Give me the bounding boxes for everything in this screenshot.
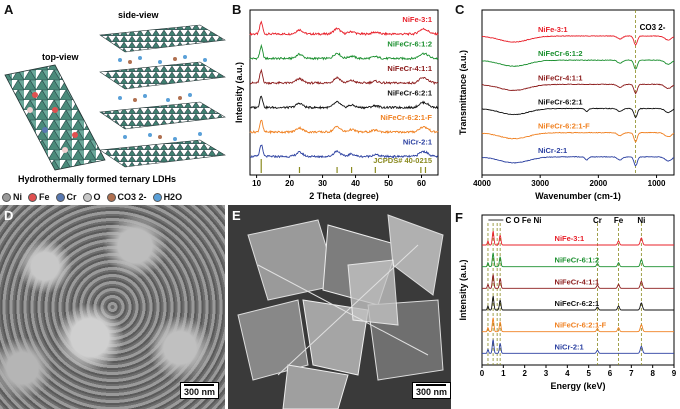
eds-frame — [481, 214, 675, 366]
xrd-xtick-label-3: 40 — [351, 179, 360, 188]
xrd-series-3 — [249, 95, 439, 110]
legend-cr: Cr — [55, 192, 77, 202]
sem-image-e — [228, 205, 451, 409]
side-view-label: side-view — [118, 10, 160, 20]
xrd-chart: NiFe-3:1 NiFeCr-6:1:2 NiFeCr-4:1:1 NiFeCr-6… — [234, 9, 439, 201]
legend-o: O — [82, 192, 101, 202]
eds-series-label-1: NiFeCr-6:1:2 — [555, 256, 600, 265]
eds-xtick-label-6: 6 — [608, 369, 613, 378]
xrd-xtick-label-5: 60 — [417, 179, 426, 188]
xrd-series-2 — [250, 68, 438, 86]
ftir-co3-annotation: CO3 2- — [640, 23, 666, 32]
eds-xtick-label-0: 0 — [480, 369, 485, 378]
ftir-xtick-label-2: 2000 — [589, 179, 607, 188]
xrd-series-label-0: NiFe-3:1 — [402, 15, 432, 24]
eds-element-label-0: Cr — [593, 216, 602, 225]
interlayer-molecules — [118, 55, 207, 141]
panel-label-d: D — [4, 208, 14, 223]
eds-series-3 — [482, 295, 674, 311]
legend-ni: Ni — [2, 192, 22, 202]
ftir-xtick-label-1: 3000 — [531, 179, 549, 188]
ftir-xtick-label-0: 4000 — [473, 179, 491, 188]
ftir-frame — [481, 9, 675, 176]
eds-series-5 — [482, 339, 674, 354]
panel-a-caption: Hydrothermally formed ternary LDHs — [18, 174, 176, 184]
eds-chart: C O Fe Ni Cr Fe Ni NiFe-3:1 NiFeCr-6:1:2 NiFeC… — [458, 214, 677, 391]
ftir-chart: CO3 2- NiFe-3:1 NiFeCr-6:1:2 NiFeCr-4:1:1 Ni… — [458, 9, 675, 201]
eds-xtick-label-2: 2 — [522, 369, 527, 378]
eds-xtick-label-7: 7 — [629, 369, 634, 378]
panel-a-structure: top-view side-view Hydrothermally formed… — [4, 10, 226, 184]
top-view-atoms — [27, 92, 78, 153]
eds-xtick-label-1: 1 — [501, 369, 506, 378]
xrd-ylabel: Intensity (a.u.) — [234, 62, 244, 123]
panel-label-c: C — [455, 2, 465, 17]
eds-series-1 — [482, 252, 674, 268]
eds-element-label-2: Ni — [637, 216, 645, 225]
xrd-reference-label: JCPDS# 40-0215 — [373, 156, 432, 165]
eds-series-label-4: NiFeCr-6:2:1-F — [555, 321, 607, 330]
eds-xtick-label-8: 8 — [650, 369, 655, 378]
eds-series-4 — [482, 317, 674, 333]
xrd-series-1 — [249, 43, 439, 61]
legend-co3: CO3 2- — [106, 192, 147, 202]
ftir-series-label-5: NiCr-2:1 — [538, 146, 567, 155]
panel-label-f: F — [455, 210, 463, 225]
xrd-xtick-label-0: 10 — [252, 179, 261, 188]
xrd-xtick-label-2: 30 — [318, 179, 327, 188]
xrd-xlabel: 2 Theta (degree) — [309, 191, 379, 201]
eds-series-label-2: NiFeCr-4:1:1 — [555, 277, 600, 286]
xrd-xtick-label-4: 50 — [384, 179, 393, 188]
top-view-label: top-view — [42, 52, 80, 62]
eds-element-label-1: Fe — [614, 216, 624, 225]
xrd-series-label-4: NiFeCr-6:2:1-F — [380, 113, 432, 122]
xrd-frame — [249, 9, 439, 176]
xrd-series-0 — [249, 20, 439, 37]
eds-series-label-5: NiCr-2:1 — [555, 342, 584, 351]
eds-series-2 — [482, 274, 674, 289]
ftir-series-label-2: NiFeCr-4:1:1 — [538, 73, 583, 82]
side-view-layers — [99, 24, 226, 168]
panel-label-e: E — [232, 208, 241, 223]
panel-label-b: B — [232, 2, 242, 17]
ftir-ylabel: Transmittance (a.u.) — [458, 50, 468, 135]
sem-image-d — [0, 205, 225, 409]
eds-series-label-3: NiFeCr-6:2:1 — [555, 299, 600, 308]
legend-h2o: H2O — [152, 192, 182, 202]
eds-low-energy-labels: C O Fe Ni — [505, 216, 541, 225]
xrd-series-5 — [249, 144, 439, 159]
eds-series-0 — [482, 230, 674, 246]
xrd-xtick-label-1: 20 — [285, 179, 294, 188]
panel-label-a: A — [4, 2, 14, 17]
ftir-series-4 — [481, 131, 675, 143]
eds-ylabel: Intensity (a.u.) — [458, 259, 468, 320]
xrd-series-label-1: NiFeCr-6:1:2 — [387, 40, 432, 49]
xrd-series-label-2: NiFeCr-4:1:1 — [387, 64, 432, 73]
scale-bar-e: 300 nm — [412, 382, 452, 399]
ftir-series-label-4: NiFeCr-6:2:1-F — [538, 122, 590, 131]
eds-xtick-label-3: 3 — [544, 369, 549, 378]
xrd-series-4 — [249, 119, 439, 135]
eds-xtick-label-5: 5 — [586, 369, 591, 378]
ftir-series-label-1: NiFeCr-6:1:2 — [538, 49, 583, 58]
scale-bar-d: 300 nm — [180, 382, 220, 399]
atom-legend: Ni Fe Cr O CO3 2- H2O — [2, 192, 228, 202]
eds-xtick-label-9: 9 — [672, 369, 677, 378]
ftir-series-5 — [481, 156, 675, 167]
ftir-series-label-0: NiFe-3:1 — [538, 25, 568, 34]
eds-xlabel: Energy (keV) — [550, 381, 605, 391]
ftir-series-3 — [481, 107, 675, 119]
ftir-series-1 — [481, 59, 675, 70]
ftir-series-label-3: NiFeCr-6:2:1 — [538, 98, 583, 107]
eds-xtick-label-4: 4 — [565, 369, 570, 378]
top-view-lattice — [4, 64, 106, 171]
ftir-xtick-label-3: 1000 — [648, 179, 666, 188]
ftir-series-0 — [481, 35, 675, 46]
xrd-series-label-3: NiFeCr-6:2:1 — [387, 89, 432, 98]
ftir-xlabel: Wavenumber (cm-1) — [535, 191, 621, 201]
legend-fe: Fe — [28, 192, 50, 202]
eds-series-label-0: NiFe-3:1 — [555, 234, 585, 243]
ftir-series-2 — [481, 83, 675, 95]
xrd-series-label-5: NiCr-2:1 — [403, 138, 432, 147]
